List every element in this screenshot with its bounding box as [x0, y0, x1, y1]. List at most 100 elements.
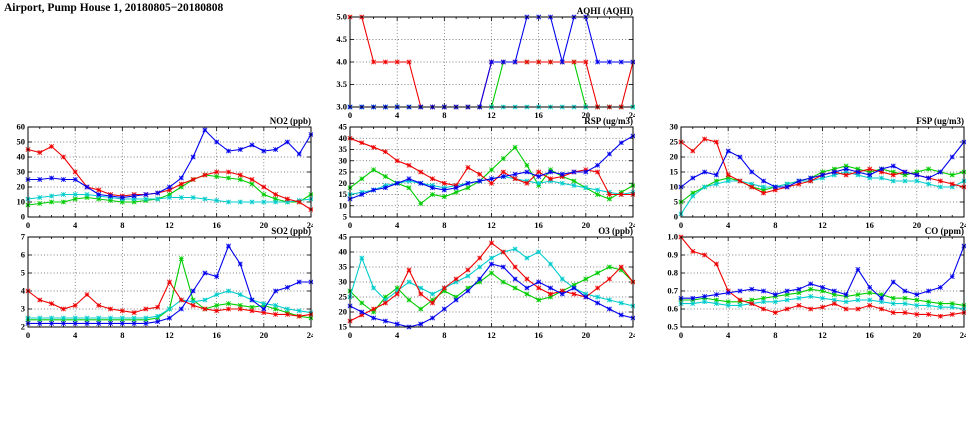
y-tick-label: 30	[339, 155, 348, 165]
axes: 0 5 10 15 20 25 30 0 4 8 12 16 20 24	[670, 122, 970, 230]
x-tick-label: 16	[865, 330, 874, 340]
x-tick-label: 8	[120, 330, 124, 340]
y-tick-label: 7	[21, 232, 26, 242]
y-tick-label: 10	[339, 200, 348, 210]
y-tick-label: 20	[339, 178, 348, 188]
chart-title-so2: SO2 (ppb)	[271, 226, 311, 236]
axes: 0 10 20 30 40 50 60 0 4 8 12 16 20 24	[17, 122, 317, 230]
x-tick-label: 8	[773, 330, 777, 340]
chart-canvas-fsp: 0 5 10 15 20 25 30 0 4 8 12 16 20 24 FSP (ug/m3)	[670, 116, 970, 230]
y-tick-label: 50	[17, 137, 26, 147]
axes: 5101520253035404504812162024	[339, 122, 639, 230]
x-tick-label: 16	[534, 110, 543, 120]
axes: 15 20 25 30 35 40 45 0 4 8 12 16 20 24	[339, 232, 639, 340]
chart-canvas-rsp: 5101520253035404504812162024RSP (ug/m3)	[339, 116, 639, 230]
plot-frame	[680, 236, 965, 328]
y-tick-label: 0.5	[667, 322, 678, 332]
y-tick-label: 0.8	[667, 268, 678, 278]
plot-frame	[680, 126, 965, 218]
chart-aqhi: 3.0 3.5 4.0 4.5 5.0 0 4 8 12 16 20 24 AQHI (AQHI)	[322, 5, 638, 124]
y-tick-label: 30	[17, 167, 26, 177]
x-tick-label: 8	[442, 110, 446, 120]
chart-title-rsp: RSP (ug/m3)	[584, 116, 633, 126]
chart-canvas-aqhi: 3.0 3.5 4.0 4.5 5.0 0 4 8 12 16 20 24 AQHI (AQHI)	[336, 6, 638, 120]
x-tick-label: 20	[582, 220, 591, 230]
chart-o3: 15 20 25 30 35 40 45 0 4 8 12 16 20 24 O3 (ppb)	[322, 225, 639, 344]
x-tick-label: 0	[26, 330, 30, 340]
chart-canvas-co: 0.5 0.6 0.7 0.8 0.9 1.0 0 4 8 12 16 20 24 CO (ppm)	[667, 226, 969, 340]
chart-title-o3: O3 (ppb)	[598, 226, 633, 236]
x-tick-label: 0	[348, 220, 352, 230]
y-tick-label: 0.6	[667, 304, 678, 314]
x-tick-label: 16	[534, 330, 543, 340]
x-tick-label: 24	[960, 220, 966, 230]
page-title: Airport, Pump House 1, 20180805−20180808	[4, 2, 224, 14]
chart-canvas-so2: 2 3 4 5 6 7 0 4 8 12 16 20 24 SO2 (ppb)	[21, 226, 316, 340]
y-tick-label: 4.5	[336, 34, 347, 44]
x-tick-label: 24	[960, 330, 966, 340]
x-tick-label: 24	[629, 220, 635, 230]
x-tick-label: 4	[73, 330, 78, 340]
y-tick-label: 5	[21, 268, 25, 278]
series-red	[25, 279, 314, 319]
chart-title-no2: NO2 (ppb)	[270, 116, 311, 126]
axes: 0.5 0.6 0.7 0.8 0.9 1.0 0 4 8 12 16 20 24	[667, 232, 969, 340]
chart-fsp: 0 5 10 15 20 25 30 0 4 8 12 16 20 24 FSP (ug/m3)	[653, 115, 970, 234]
x-tick-label: 12	[818, 220, 827, 230]
plot-frame	[349, 236, 634, 328]
chart-no2: 0 10 20 30 40 50 60 0 4 8 12 16 20 24 NO2 (ppb)	[0, 115, 317, 234]
y-tick-label: 20	[670, 152, 679, 162]
y-tick-label: 40	[17, 152, 26, 162]
plot-frame	[349, 16, 634, 108]
y-tick-label: 5.0	[336, 12, 347, 22]
x-tick-label: 24	[307, 220, 313, 230]
y-tick-label: 40	[339, 247, 348, 257]
x-tick-label: 16	[534, 220, 543, 230]
x-tick-label: 8	[120, 220, 124, 230]
x-tick-label: 4	[73, 220, 78, 230]
chart-title-co: CO (ppm)	[925, 226, 964, 236]
plot-frame	[27, 236, 312, 328]
y-tick-label: 5	[343, 212, 347, 222]
x-tick-label: 16	[212, 330, 221, 340]
y-tick-label: 5	[674, 197, 678, 207]
x-tick-label: 0	[679, 220, 683, 230]
x-tick-label: 16	[212, 220, 221, 230]
y-tick-label: 3	[21, 304, 25, 314]
y-tick-label: 3.5	[336, 79, 347, 89]
x-tick-label: 4	[726, 220, 731, 230]
x-tick-label: 12	[487, 220, 496, 230]
y-tick-label: 25	[670, 137, 679, 147]
x-tick-label: 0	[679, 330, 683, 340]
y-tick-label: 35	[339, 144, 348, 154]
y-tick-label: 15	[339, 322, 348, 332]
y-tick-label: 3.0	[336, 102, 347, 112]
y-tick-label: 15	[339, 189, 348, 199]
x-tick-label: 8	[442, 330, 446, 340]
x-tick-label: 12	[818, 330, 827, 340]
chart-so2: 2 3 4 5 6 7 0 4 8 12 16 20 24 SO2 (ppb)	[0, 225, 316, 344]
plot-frame	[349, 126, 634, 218]
x-tick-label: 16	[865, 220, 874, 230]
plot-frame	[27, 126, 312, 218]
x-tick-label: 24	[629, 110, 635, 120]
chart-title-aqhi: AQHI (AQHI)	[577, 6, 633, 16]
y-tick-label: 25	[339, 292, 348, 302]
y-tick-label: 35	[339, 262, 348, 272]
x-tick-label: 4	[395, 220, 400, 230]
chart-rsp: 5101520253035404504812162024RSP (ug/m3)	[322, 115, 639, 234]
y-tick-label: 4.0	[336, 57, 347, 67]
chart-canvas-o3: 15 20 25 30 35 40 45 0 4 8 12 16 20 24 O3 (ppb)	[339, 226, 639, 340]
gridlines	[350, 237, 633, 327]
y-tick-label: 6	[21, 250, 25, 260]
x-tick-label: 12	[165, 330, 174, 340]
x-tick-label: 20	[913, 330, 922, 340]
x-tick-label: 12	[487, 330, 496, 340]
gridlines	[681, 237, 964, 327]
x-tick-label: 24	[307, 330, 313, 340]
y-tick-label: 0	[674, 212, 678, 222]
y-tick-label: 15	[670, 167, 679, 177]
gridlines	[28, 127, 311, 217]
chart-co: 0.5 0.6 0.7 0.8 0.9 1.0 0 4 8 12 16 20 24 CO (ppm)	[653, 225, 969, 344]
y-tick-label: 10	[670, 182, 679, 192]
